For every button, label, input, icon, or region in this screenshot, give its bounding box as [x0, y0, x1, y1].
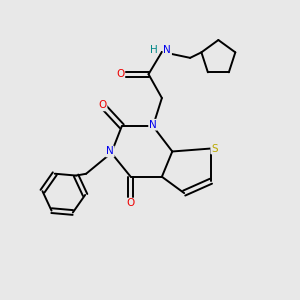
Text: H: H — [150, 45, 158, 56]
Text: O: O — [98, 100, 106, 110]
Text: S: S — [211, 143, 218, 154]
Text: N: N — [149, 120, 157, 130]
Text: O: O — [127, 199, 135, 208]
Text: N: N — [106, 146, 114, 157]
Text: O: O — [116, 69, 124, 79]
Text: N: N — [164, 45, 171, 56]
